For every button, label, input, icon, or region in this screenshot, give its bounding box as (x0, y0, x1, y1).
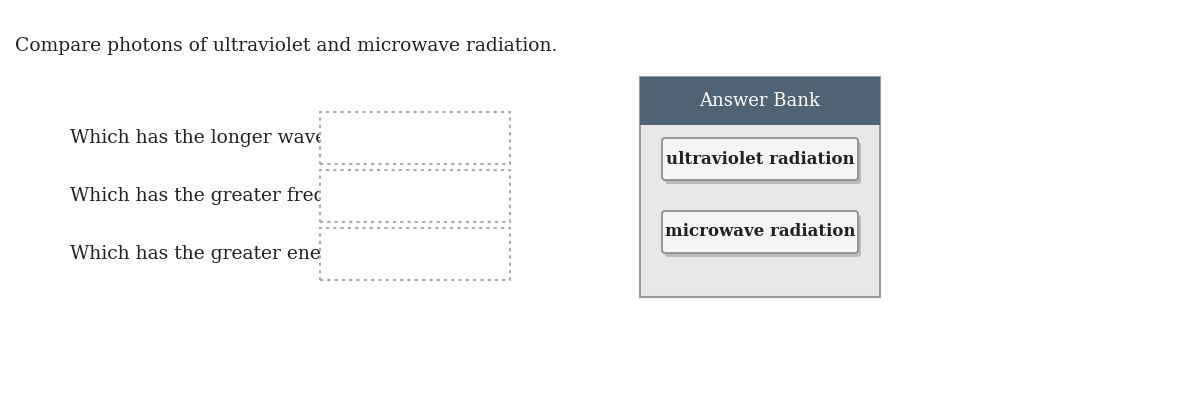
Bar (320, 228, 510, 280)
FancyBboxPatch shape (662, 138, 858, 180)
FancyBboxPatch shape (665, 215, 862, 257)
Bar (320, 170, 510, 222)
Text: Which has the longer wavelength?: Which has the longer wavelength? (70, 129, 396, 147)
Text: Which has the greater energy?: Which has the greater energy? (70, 245, 362, 263)
Bar (320, 112, 510, 164)
Bar (640, 77, 880, 297)
FancyBboxPatch shape (665, 142, 862, 184)
Text: Answer Bank: Answer Bank (700, 92, 821, 110)
Bar (640, 77, 880, 125)
Text: microwave radiation: microwave radiation (665, 223, 856, 241)
Text: Which has the greater frequency?: Which has the greater frequency? (70, 187, 391, 205)
FancyBboxPatch shape (662, 211, 858, 253)
Text: ultraviolet radiation: ultraviolet radiation (666, 151, 854, 168)
Text: Compare photons of ultraviolet and microwave radiation.: Compare photons of ultraviolet and micro… (14, 37, 557, 55)
